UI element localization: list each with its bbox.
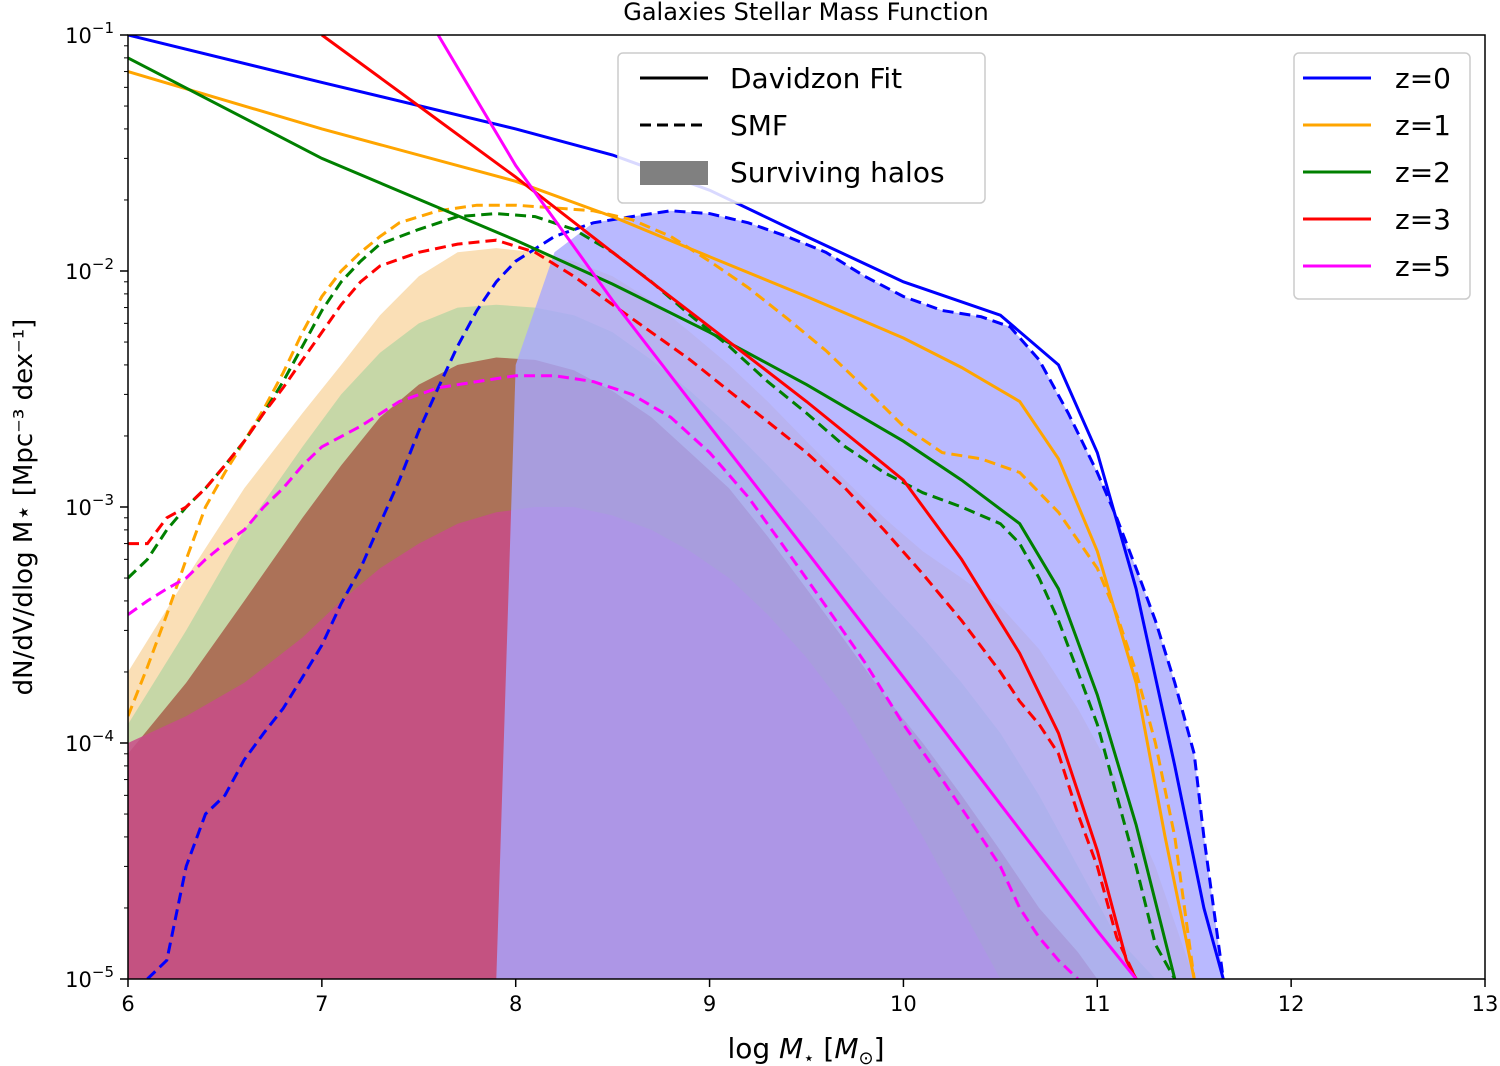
x-tick-label: 9 bbox=[703, 992, 716, 1016]
y-tick-label: 10−5 bbox=[65, 963, 114, 992]
style-legend: Davidzon Fit SMF Surviving halos bbox=[617, 52, 986, 204]
legend-label: SMF bbox=[730, 109, 788, 142]
chart-title: Galaxies Stellar Mass Function bbox=[623, 0, 989, 26]
y-tick-label: 10−4 bbox=[65, 727, 114, 756]
legend-label: z=1 bbox=[1395, 109, 1451, 142]
legend-label: z=5 bbox=[1395, 250, 1451, 283]
fit-line-z0 bbox=[128, 35, 1225, 979]
y-tick-label: 10−2 bbox=[65, 255, 114, 284]
fit-line-z5 bbox=[436, 35, 1138, 979]
fit-line-z2 bbox=[128, 56, 1177, 979]
x-tick-label: 6 bbox=[121, 992, 134, 1016]
y-tick-label: 10−3 bbox=[65, 491, 114, 520]
lines-layer bbox=[128, 35, 1225, 979]
smf-line-z3 bbox=[128, 238, 1138, 979]
x-tick-label: 8 bbox=[509, 992, 522, 1016]
smf-line-z1 bbox=[128, 203, 1196, 979]
x-tick-label: 12 bbox=[1278, 992, 1305, 1016]
series-legend: z=0 z=1 z=2 z=3 z=5 bbox=[1293, 52, 1471, 300]
x-tick-label: 13 bbox=[1472, 992, 1499, 1016]
legend-label: Surviving halos bbox=[730, 156, 945, 189]
halos-area-z0 bbox=[496, 210, 1224, 979]
y-axis-label: dN/dV/dlog M⋆ [Mpc⁻³ dex⁻¹] bbox=[9, 319, 39, 696]
x-axis-label: log M⋆ [M⊙] bbox=[727, 1032, 884, 1066]
surviving-halos-layer bbox=[128, 210, 1224, 979]
x-tick-label: 11 bbox=[1084, 992, 1111, 1016]
x-tick-label: 10 bbox=[890, 992, 917, 1016]
x-axis: 6 7 8 9 10 11 12 13 bbox=[121, 979, 1498, 1016]
y-axis: 10−5 10−4 10−3 10−2 10−1 bbox=[65, 19, 128, 992]
legend-swatch-filled bbox=[640, 161, 708, 185]
smf-line-z5 bbox=[128, 374, 1079, 979]
legend-label: Davidzon Fit bbox=[730, 62, 902, 95]
legend-label: z=0 bbox=[1395, 62, 1451, 95]
legend-label: z=2 bbox=[1395, 156, 1451, 189]
fit-line-z3 bbox=[321, 35, 1138, 979]
y-tick-label: 10−1 bbox=[65, 19, 114, 48]
legend-label: z=3 bbox=[1395, 203, 1451, 236]
x-tick-label: 7 bbox=[315, 992, 328, 1016]
